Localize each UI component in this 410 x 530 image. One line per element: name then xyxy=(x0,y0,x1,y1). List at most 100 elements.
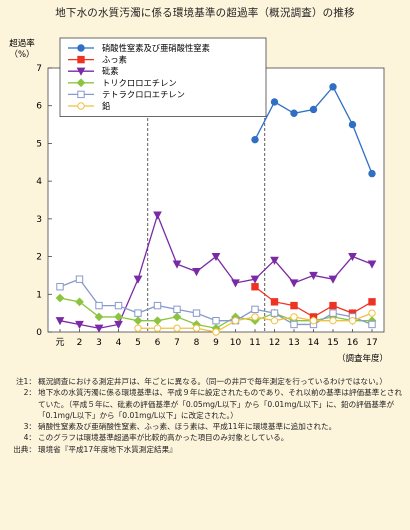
data-point xyxy=(75,297,84,307)
data-point xyxy=(309,105,318,114)
legend-item: 硝酸性窒素及び亜硝酸性窒素 xyxy=(68,43,210,53)
data-point xyxy=(348,120,357,129)
series-1 xyxy=(251,83,376,178)
series-6 xyxy=(134,309,376,336)
data-point xyxy=(192,268,201,277)
data-point xyxy=(77,55,85,64)
data-point xyxy=(172,260,182,269)
legend-label: 硝酸性窒素及び亜硝酸性窒素 xyxy=(102,43,210,53)
legend-item: ふっ素 xyxy=(68,55,127,65)
legend-item: 砒素 xyxy=(68,66,119,76)
data-point xyxy=(290,320,298,329)
x-tick-label: 5 xyxy=(135,338,141,348)
data-point xyxy=(172,312,182,322)
y-tick-label: 7 xyxy=(36,64,42,74)
data-point xyxy=(251,305,259,314)
legend-label: トリクロロエチレン xyxy=(102,78,177,88)
note-text: 環境省『平成17年度地下水質測定結果』 xyxy=(38,444,177,454)
series-group xyxy=(55,83,377,336)
y-axis-label: 超過率 xyxy=(9,38,35,49)
data-point xyxy=(329,309,337,317)
data-point xyxy=(77,44,85,52)
data-point xyxy=(251,283,259,291)
data-point xyxy=(329,301,337,310)
y-tick-label: 0 xyxy=(36,328,42,338)
data-point xyxy=(270,309,279,317)
data-point xyxy=(56,283,64,291)
note-label: 注1： xyxy=(15,377,36,386)
note-text: このグラフは環境基準超過率が比較的高かった項目のみ対象としている。 xyxy=(38,433,289,443)
x-tick-label: 14 xyxy=(308,338,320,348)
data-point xyxy=(75,320,84,330)
data-point xyxy=(368,169,376,178)
data-point xyxy=(290,313,298,321)
data-point xyxy=(309,271,318,280)
legend-item: 鉛 xyxy=(68,101,110,111)
data-point xyxy=(192,324,201,332)
data-point xyxy=(309,316,318,325)
data-point xyxy=(173,324,181,332)
data-point xyxy=(251,135,259,144)
y-tick-label: 6 xyxy=(36,102,42,112)
x-tick-label: 3 xyxy=(96,338,102,348)
data-point xyxy=(211,252,221,262)
y-tick-label: 3 xyxy=(36,215,42,225)
note-2: 2： 地下水の水質汚濁に係る環境基準は、平成９年に設定されたものであり、それ以前の… xyxy=(6,387,406,421)
data-point xyxy=(134,309,142,317)
data-point xyxy=(77,102,85,110)
note-label: 4： xyxy=(23,433,36,443)
data-point xyxy=(55,293,65,303)
data-point xyxy=(328,275,338,284)
note-text: 地下水の水質汚濁に係る環境基準は、平成９年に設定されたものであり、それ以前の基準… xyxy=(38,388,403,420)
note-label: 3： xyxy=(23,422,36,432)
x-tick-label: 2 xyxy=(77,338,83,348)
legend-label: 砒素 xyxy=(102,66,119,76)
x-tick-label: 17 xyxy=(366,338,377,348)
data-point xyxy=(250,275,260,284)
data-point xyxy=(368,320,376,329)
data-point xyxy=(94,324,104,333)
data-point xyxy=(290,109,298,117)
x-tick-label: 13 xyxy=(288,338,299,348)
x-tick-label: 16 xyxy=(347,338,359,348)
y-tick-label: 5 xyxy=(36,139,42,149)
data-point xyxy=(367,260,377,269)
note-3: 3： 硝酸性窒素及び亜硝酸性窒素、ふっ素、ほう素は、平成11年に環境基準に追加され… xyxy=(6,421,406,432)
data-point xyxy=(153,324,162,332)
legend-label: テトラクロロエチレン xyxy=(102,89,185,99)
data-point xyxy=(270,298,279,306)
note-5: 出典： 環境省『平成17年度地下水質測定結果』 xyxy=(6,444,406,455)
y-axis-label: （%） xyxy=(9,49,34,60)
data-point xyxy=(153,316,162,326)
note-4: 4： このグラフは環境基準超過率が比較的高かった項目のみ対象としている。 xyxy=(6,432,406,443)
data-point xyxy=(76,67,86,76)
x-tick-label: 10 xyxy=(230,338,242,348)
data-point xyxy=(192,309,201,317)
data-point xyxy=(114,312,123,322)
data-point xyxy=(368,309,376,317)
x-tick-label: 7 xyxy=(174,338,180,348)
data-point xyxy=(75,275,84,283)
data-point xyxy=(212,316,220,325)
data-point xyxy=(329,83,337,91)
chart-title: 地下水の水質汚濁に係る環境基準の超過率（概況調査）の推移 xyxy=(55,7,355,19)
legend-box xyxy=(59,37,267,117)
legend-label: ふっ素 xyxy=(102,55,127,65)
data-point xyxy=(290,301,298,310)
data-point xyxy=(368,298,376,306)
data-point xyxy=(289,279,299,288)
legend-item: テトラクロロエチレン xyxy=(68,89,185,99)
notes: 注1： 概況調査における測定井戸は、年ごとに異なる。（同一の井戸で毎年測定を行って… xyxy=(6,376,406,455)
x-tick-label: 8 xyxy=(194,338,200,348)
data-point xyxy=(251,313,259,321)
data-point xyxy=(95,301,103,310)
x-tick-label: 6 xyxy=(155,338,161,348)
data-point xyxy=(114,301,123,310)
data-point xyxy=(94,312,104,322)
note-text: 硝酸性窒素及び亜硝酸性窒素、ふっ素、ほう素は、平成11年に環境基準に追加された。 xyxy=(38,422,337,432)
data-point xyxy=(329,316,337,325)
data-point xyxy=(77,90,85,99)
data-point xyxy=(55,317,65,326)
